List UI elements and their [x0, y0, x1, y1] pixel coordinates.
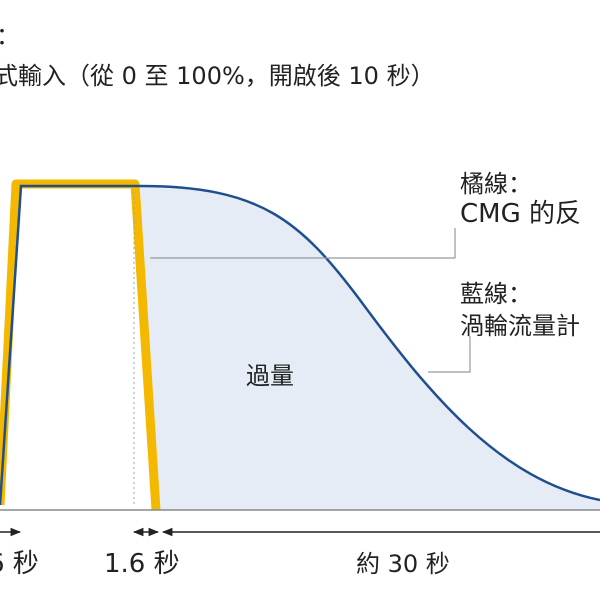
- flow-line: [0, 184, 600, 506]
- legend-title: 藍線：: [460, 280, 532, 308]
- header-line: ：: [0, 22, 20, 50]
- cmg-line: [0, 179, 161, 511]
- leader-line: [428, 336, 471, 373]
- legend-title: 橘線：: [460, 170, 532, 198]
- leader-line: [150, 228, 456, 259]
- header-line: 式輸入（從 0 至 100%，開啟後 10 秒）: [0, 62, 435, 90]
- duration-label: 6 秒: [0, 549, 39, 579]
- excess-area: [135, 186, 600, 510]
- legend-text: CMG 的反: [460, 199, 581, 229]
- legend-text: 渦輪流量計: [460, 312, 580, 340]
- area-label: 過量: [246, 362, 294, 390]
- duration-label: 1.6 秒: [104, 549, 180, 579]
- duration-label: 約 30 秒: [356, 550, 450, 578]
